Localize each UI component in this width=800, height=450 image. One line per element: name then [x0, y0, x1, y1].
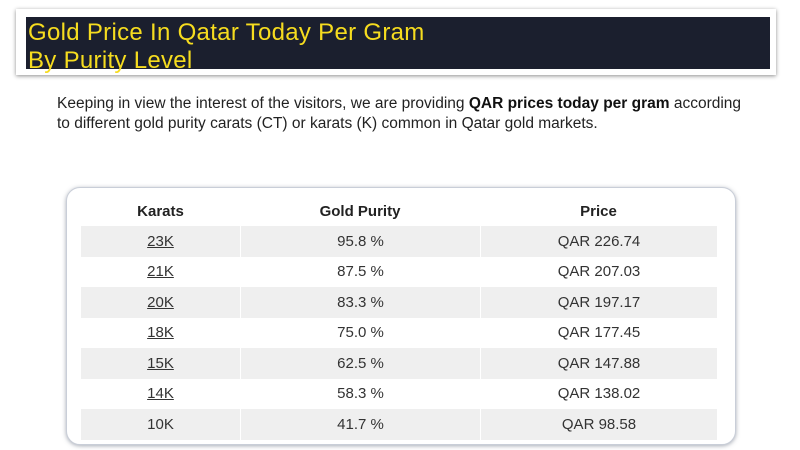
karat-link[interactable]: 15K: [147, 354, 174, 372]
karat-cell: 14K: [81, 379, 240, 410]
title-panel: Gold Price In Qatar Today Per Gram By Pur…: [26, 17, 770, 74]
price-cell: QAR 138.02: [480, 378, 717, 409]
purity-cell: 95.8 %: [240, 226, 480, 257]
price-table-card: Karats Gold Purity Price 23K 95.8 % QAR 22…: [66, 187, 736, 445]
purity-cell: 87.5 %: [240, 256, 480, 287]
page-title: Gold Price In Qatar Today Per Gram By Pur…: [26, 17, 770, 75]
table-row: 18K 75.0 % QAR 177.45: [81, 317, 717, 349]
table-row: 10K 41.7 % QAR 98.58: [81, 409, 717, 440]
karat-cell: 20K: [81, 287, 240, 318]
purity-cell: 75.0 %: [240, 317, 480, 348]
price-cell: QAR 177.45: [480, 317, 717, 348]
price-cell: QAR 207.03: [480, 256, 717, 287]
price-table: Karats Gold Purity Price 23K 95.8 % QAR 22…: [81, 196, 717, 440]
karat-link[interactable]: 23K: [147, 232, 174, 250]
header-gold-purity: Gold Purity: [319, 202, 401, 220]
karat-link[interactable]: 20K: [147, 293, 174, 311]
purity-cell: 83.3 %: [240, 287, 480, 318]
purity-cell: 62.5 %: [240, 348, 480, 379]
price-cell: QAR 226.74: [480, 226, 717, 257]
table-row: 23K 95.8 % QAR 226.74: [81, 226, 717, 257]
intro-text: Keeping in view the interest of the visi…: [57, 95, 469, 112]
title-line-1: Gold Price In Qatar Today Per Gram: [28, 19, 425, 46]
table-row: 14K 58.3 % QAR 138.02: [81, 378, 717, 410]
price-cell: QAR 147.88: [480, 348, 717, 379]
header-price: Price: [580, 202, 617, 220]
karat-cell: 18K: [81, 318, 240, 349]
karat-cell: 21K: [81, 257, 240, 288]
intro-text-end: according to different gold purity carat…: [57, 95, 742, 132]
karat-cell: 23K: [81, 226, 240, 257]
intro-bold: QAR prices today per gram: [468, 95, 670, 112]
table-header-row: Karats Gold Purity Price: [81, 196, 717, 226]
title-line-2: By Purity Level: [28, 47, 193, 74]
price-cell: QAR 197.17: [480, 287, 717, 318]
price-cell: QAR 98.58: [480, 409, 717, 440]
title-banner: Gold Price In Qatar Today Per Gram By Pur…: [16, 9, 776, 75]
karat-link[interactable]: 18K: [147, 324, 174, 342]
header-karats: Karats: [137, 202, 184, 220]
purity-cell: 41.7 %: [240, 409, 480, 440]
purity-cell: 58.3 %: [240, 378, 480, 409]
intro-paragraph: Keeping in view the interest of the visi…: [57, 94, 747, 134]
karat-cell: 15K: [81, 348, 240, 379]
karat-link[interactable]: 14K: [147, 385, 174, 403]
table-row: 15K 62.5 % QAR 147.88: [81, 348, 717, 379]
karat-cell: 10K: [81, 409, 240, 440]
table-row: 21K 87.5 % QAR 207.03: [81, 256, 717, 288]
karat-link[interactable]: 21K: [147, 263, 174, 281]
table-row: 20K 83.3 % QAR 197.17: [81, 287, 717, 318]
